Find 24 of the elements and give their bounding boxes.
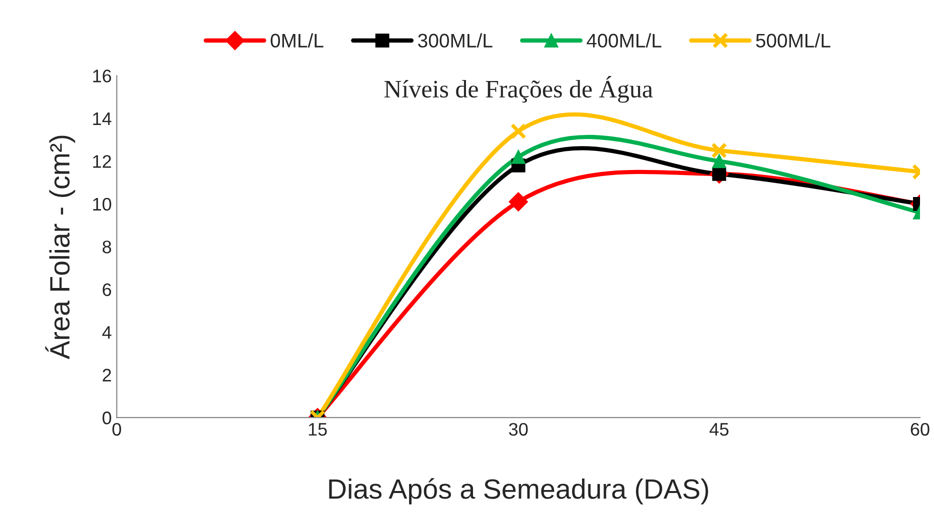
y-tick-label: 2 xyxy=(102,368,111,382)
legend-label: 0ML/L xyxy=(270,33,324,48)
y-tick-label: 12 xyxy=(93,155,111,168)
x-tick-label: 60 xyxy=(910,422,930,436)
x-tick-label: 30 xyxy=(509,422,528,436)
x-tick-label: 0 xyxy=(112,422,122,436)
y-tick-label: 4 xyxy=(102,326,112,339)
y-tick-label: 8 xyxy=(102,240,112,254)
point xyxy=(510,123,526,140)
legend-label: 400ML/L xyxy=(586,33,662,48)
point xyxy=(508,192,528,212)
y-tick-label: 10 xyxy=(93,198,112,211)
x-axis-title: Dias Após a Semeadura (DAS) xyxy=(329,478,708,504)
y-tick-label: 0 xyxy=(102,412,112,424)
x-tick-label: 45 xyxy=(710,423,728,436)
legend-label: 300ML/L xyxy=(418,33,492,48)
x-tick-label: 15 xyxy=(308,423,327,436)
legend-label: 500ML/L xyxy=(756,33,830,48)
y-axis-title: Área Foliar - (cm²) xyxy=(45,136,76,360)
point xyxy=(511,150,526,164)
y-tick-label: 16 xyxy=(93,70,112,82)
y-tick-label: 6 xyxy=(102,283,112,296)
y-tick-label: 14 xyxy=(93,112,112,125)
chart-title: Níveis de Frações de Água xyxy=(384,76,653,103)
